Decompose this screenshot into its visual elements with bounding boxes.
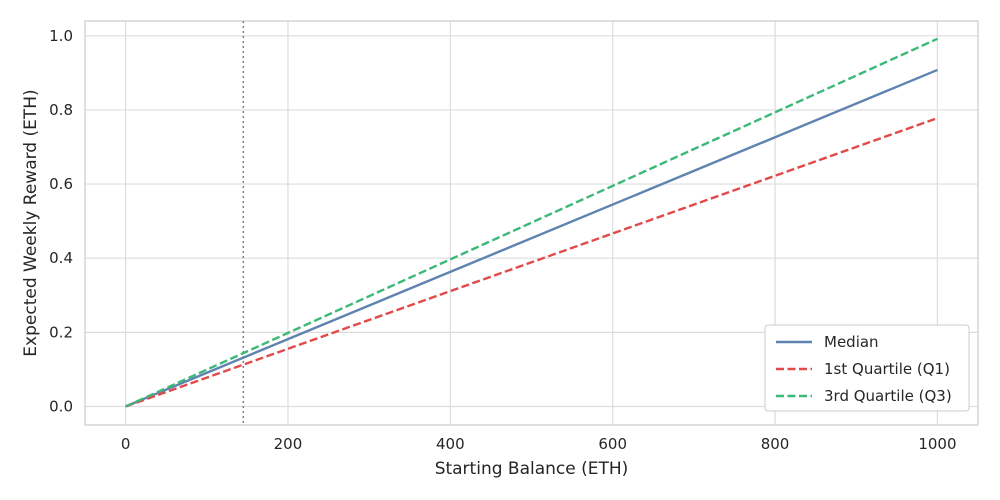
x-tick-label: 200 bbox=[274, 435, 303, 453]
legend-label: 1st Quartile (Q1) bbox=[824, 360, 950, 378]
y-tick-label: 0.4 bbox=[49, 249, 73, 267]
x-tick-label: 0 bbox=[121, 435, 131, 453]
series-line-median bbox=[125, 68, 938, 408]
grid-lines bbox=[85, 21, 978, 425]
x-tick-label: 600 bbox=[598, 435, 627, 453]
y-tick-label: 0.0 bbox=[49, 397, 73, 415]
x-axis-ticks: 0 200 400 600 800 1000 bbox=[121, 435, 957, 453]
y-axis-ticks: 0.0 0.2 0.4 0.6 0.8 1.0 bbox=[49, 27, 73, 416]
x-tick-label: 1000 bbox=[918, 435, 956, 453]
x-tick-label: 400 bbox=[436, 435, 465, 453]
legend-label: Median bbox=[824, 333, 879, 351]
legend: Median 1st Quartile (Q1) 3rd Quartile (Q3) bbox=[764, 324, 970, 412]
y-tick-label: 0.8 bbox=[49, 101, 73, 119]
series-line-q3 bbox=[125, 37, 938, 408]
x-tick-label: 800 bbox=[761, 435, 790, 453]
plot-area-frame bbox=[84, 20, 979, 426]
y-axis-title: Expected Weekly Reward (ETH) bbox=[21, 89, 41, 356]
y-tick-label: 0.6 bbox=[49, 175, 73, 193]
y-tick-label: 1.0 bbox=[49, 27, 73, 45]
y-tick-label: 0.2 bbox=[49, 323, 73, 341]
series-line-q1 bbox=[125, 116, 938, 408]
legend-label: 3rd Quartile (Q3) bbox=[824, 387, 952, 405]
series-lines bbox=[125, 37, 938, 408]
legend-items: Median 1st Quartile (Q1) 3rd Quartile (Q3) bbox=[776, 333, 952, 405]
legend-box bbox=[764, 324, 970, 412]
x-axis-title: Starting Balance (ETH) bbox=[435, 459, 629, 479]
